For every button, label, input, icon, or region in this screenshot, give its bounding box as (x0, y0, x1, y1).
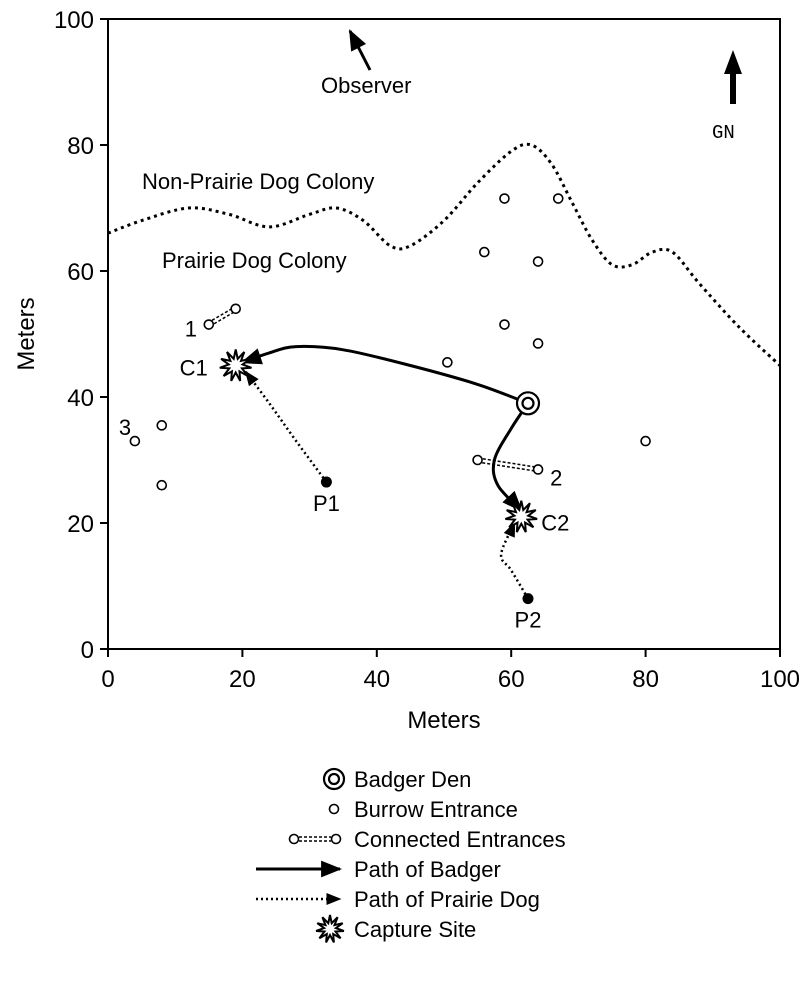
grid-north-label: GN (712, 122, 735, 144)
burrow-entrances (129, 193, 651, 491)
x-tick-label: 0 (101, 666, 114, 693)
legend-label: Capture Site (354, 917, 476, 942)
non-colony-label: Non-Prairie Dog Colony (142, 169, 374, 194)
capture-sites: C1 C2 (180, 349, 569, 536)
burrow-entrance (532, 338, 544, 349)
north-arrow-icon (724, 50, 742, 104)
y-tick-label: 0 (81, 637, 94, 664)
burrow-entrance (203, 319, 215, 330)
burrow-entrance (532, 256, 544, 267)
colony-label: Prairie Dog Colony (162, 248, 347, 273)
observer-label: Observer (321, 73, 411, 98)
connection-label: 3 (119, 415, 131, 440)
capture-site-label: C2 (541, 511, 569, 536)
connection-label: 2 (550, 465, 562, 490)
legend-label: Path of Prairie Dog (354, 887, 540, 912)
connection-label: 1 (185, 317, 197, 342)
y-axis-label: Meters (13, 297, 40, 370)
burrow-entrance (156, 479, 168, 491)
legend-label: Burrow Entrance (354, 797, 518, 822)
burrow-entrance-icon (328, 803, 340, 815)
prairie-dog-path (244, 370, 328, 483)
capture-site-icon (315, 914, 345, 943)
connection-line (207, 306, 236, 324)
badger-den-icon-inner (327, 772, 341, 786)
connected-entrance-links: 1 2 3 (119, 306, 562, 490)
burrow-entrance (499, 319, 510, 330)
connection-line (477, 461, 538, 473)
prairie-dog-paths (244, 370, 530, 600)
legend-item-burrow-entrance: Burrow Entrance (328, 797, 518, 822)
connection-icon-start (288, 833, 300, 845)
colony-boundary (107, 142, 782, 367)
burrow-entrance (640, 435, 651, 447)
legend: Badger Den Burrow Entrance Connected Entra… (256, 767, 566, 943)
y-axis-ticks: 0 20 40 60 80 100 (54, 7, 108, 664)
connection-line (209, 309, 238, 327)
x-tick-label: 40 (363, 666, 390, 693)
plot-frame (107, 18, 781, 650)
burrow-entrance (472, 454, 483, 466)
burrow-entrance (129, 435, 141, 447)
legend-label: Path of Badger (354, 857, 501, 882)
capture-site-icon (219, 349, 252, 382)
prairie-dog-position (320, 476, 332, 488)
connection-line (477, 457, 539, 469)
legend-item-badger-path: Path of Badger (256, 857, 501, 882)
legend-item-connected-entrances: Connected Entrances (288, 827, 566, 852)
x-axis-label: Meters (407, 707, 480, 734)
y-tick-label: 100 (54, 7, 94, 34)
prairie-dog-label: P2 (515, 608, 542, 633)
burrow-entrance (230, 303, 241, 315)
x-tick-label: 20 (229, 666, 256, 693)
y-tick-label: 60 (67, 259, 94, 286)
legend-label: Badger Den (354, 767, 471, 792)
badger-den-inner (521, 396, 535, 410)
y-tick-label: 80 (67, 133, 94, 160)
legend-item-badger-den: Badger Den (322, 767, 471, 792)
burrow-entrance (479, 246, 490, 258)
x-tick-label: 80 (632, 666, 659, 693)
burrow-entrance (552, 193, 564, 204)
burrow-entrance (156, 420, 168, 431)
prairie-dog-positions: P1 P2 (313, 476, 542, 633)
badger-paths (240, 344, 530, 512)
capture-site-label: C1 (180, 356, 208, 381)
badger-path (491, 402, 530, 512)
legend-label: Connected Entrances (354, 827, 566, 852)
prairie-dog-label: P1 (313, 491, 340, 516)
prairie-dog-path (499, 521, 530, 600)
x-axis-ticks: 0 20 40 60 80 100 (101, 649, 800, 693)
capture-site-icon (505, 500, 538, 533)
y-tick-label: 40 (67, 385, 94, 412)
prairie-dog-position (522, 593, 534, 605)
connection-icon-end (330, 833, 342, 845)
legend-item-prairie-dog-path: Path of Prairie Dog (256, 887, 540, 912)
burrow-entrance (499, 193, 510, 204)
observer-arrow (348, 29, 372, 71)
legend-item-capture-site: Capture Site (315, 914, 476, 943)
badger-den (515, 391, 541, 416)
x-tick-label: 60 (498, 666, 525, 693)
burrow-entrance (532, 464, 544, 475)
badger-path (240, 344, 529, 405)
y-tick-label: 20 (67, 511, 94, 538)
x-tick-label: 100 (760, 666, 800, 693)
burrow-entrance (442, 357, 453, 368)
